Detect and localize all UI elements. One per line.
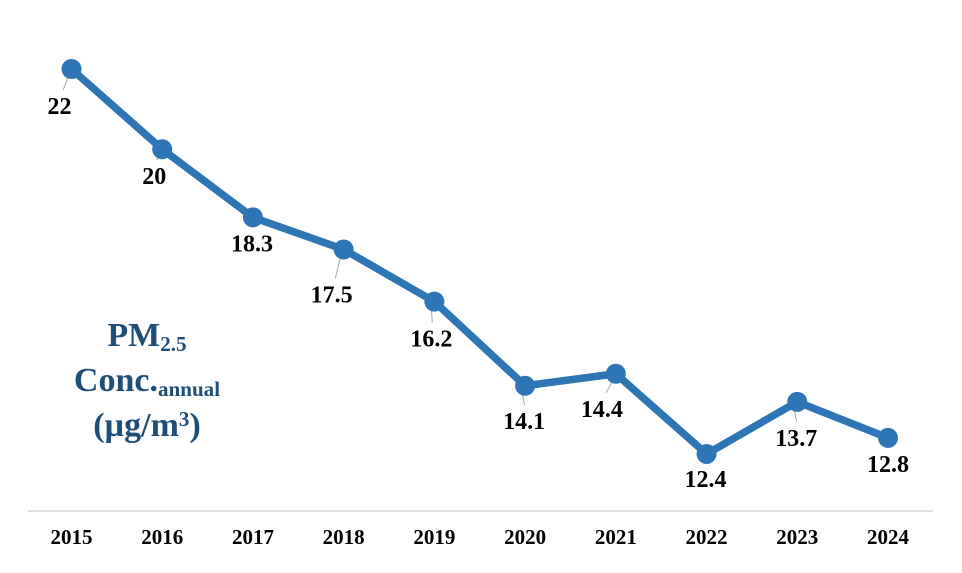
x-axis-tick-label: 2018 [323, 525, 365, 549]
x-axis-tick-label: 2020 [504, 525, 546, 549]
axis-title-pm-subscript: 2.5 [160, 331, 187, 356]
x-axis-tick-labels: 2015 2016 2017 2018 2019 2020 2021 2022 2023 2024 [51, 525, 910, 549]
data-point-marker [152, 139, 173, 160]
data-label-leader-line [62, 75, 69, 91]
data-point-marker [787, 391, 808, 412]
data-point-value-label: 13.7 [775, 426, 817, 452]
data-point-marker [61, 59, 82, 79]
series-polyline [67, 65, 892, 458]
data-point-marker [333, 239, 354, 260]
data-point-value-label: 14.1 [503, 409, 545, 435]
x-axis-tick-label: 2015 [51, 525, 93, 549]
axis-title-annual-subscript: annual [157, 376, 221, 401]
data-point-value-label: 14.4 [581, 397, 623, 423]
axis-title-units-pre: (µg/m [93, 406, 179, 444]
data-point-marker [515, 375, 536, 396]
data-label-leader-line [334, 256, 342, 279]
data-point-value-label: 20 [142, 164, 166, 190]
axis-title-line2: Conc.annual [34, 359, 260, 404]
x-axis-tick-label: 2021 [595, 525, 637, 549]
y-axis-title: PM2.5 Conc.annual (µg/m3) [34, 314, 260, 449]
data-point-marker [424, 291, 445, 312]
data-point-value-label: 12.8 [867, 452, 909, 478]
axis-title-line1: PM2.5 [34, 314, 260, 359]
data-point-marker [877, 427, 898, 448]
data-point-value-label: 22 [48, 94, 72, 120]
data-point-value-label: 16.2 [410, 327, 452, 353]
data-point-value-label: 17.5 [311, 282, 353, 308]
pm25-series-line [67, 65, 892, 458]
data-point-marker [696, 443, 717, 464]
data-labels: 22 20 18.3 17.5 16.2 14.1 14.4 12.4 13.7 12.8 [48, 94, 909, 493]
axis-title-units-post: ) [189, 406, 201, 444]
x-axis-tick-label: 2019 [413, 525, 455, 549]
data-point-markers [61, 59, 898, 464]
axis-title-line3: (µg/m3) [34, 404, 260, 449]
x-axis-tick-label: 2024 [867, 525, 910, 549]
data-point-marker [605, 363, 626, 384]
x-axis-tick-label: 2023 [776, 525, 818, 549]
axis-title-pm: PM [107, 317, 161, 354]
axis-title-units-superscript: 3 [178, 407, 190, 432]
data-point-value-label: 18.3 [231, 231, 273, 257]
axis-title-conc: Conc. [73, 361, 158, 399]
data-point-value-label: 12.4 [685, 467, 727, 493]
x-axis-tick-label: 2022 [686, 525, 728, 549]
data-point-marker [242, 207, 263, 228]
x-axis-tick-label: 2016 [141, 525, 183, 549]
x-axis-tick-label: 2017 [232, 525, 274, 549]
